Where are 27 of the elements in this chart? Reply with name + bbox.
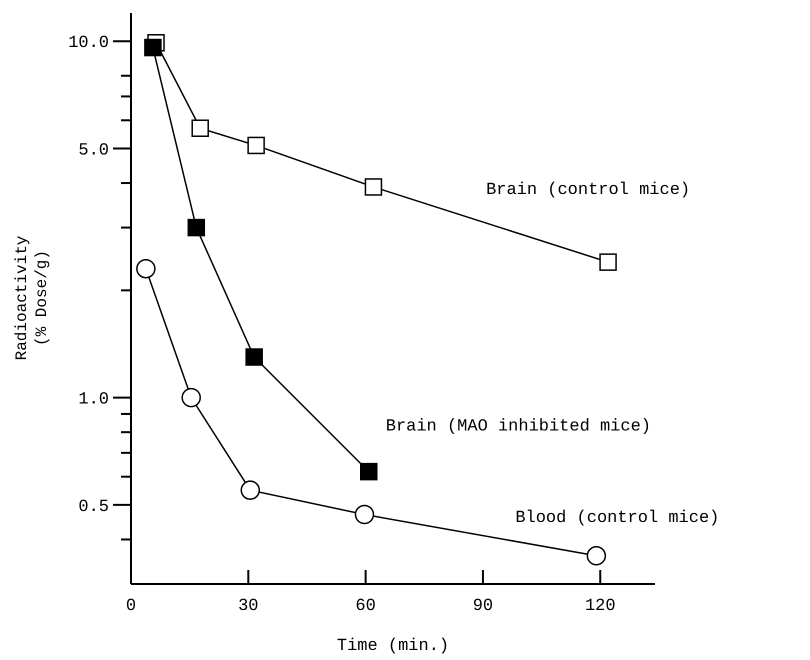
point: [245, 348, 263, 366]
point: [181, 388, 201, 408]
x-tick-label: 120: [584, 597, 616, 616]
x-tick-label: 0: [126, 597, 136, 616]
y-tick-label: 5.0: [78, 142, 109, 161]
point: [240, 480, 260, 500]
series-label: Brain (MAO inhibited mice): [386, 418, 652, 437]
point: [144, 38, 162, 56]
point: [586, 546, 606, 566]
x-axis-title: Time (min.): [336, 637, 450, 656]
point: [364, 178, 382, 196]
point: [188, 218, 206, 236]
point: [360, 462, 378, 480]
y-tick-label: 0.5: [78, 498, 109, 517]
y-tick-label: 10.0: [68, 34, 109, 54]
series-label: Blood (control mice): [515, 508, 720, 528]
y-axis-title: Radioactivity (% Dose/g): [13, 235, 51, 360]
point: [354, 504, 374, 524]
point: [599, 253, 617, 271]
point: [136, 258, 156, 278]
point: [247, 136, 265, 154]
series-label: Brain (control mice): [486, 181, 690, 200]
x-tick-label: 30: [238, 597, 259, 616]
point: [191, 119, 209, 137]
y-tick-label: 1.0: [78, 390, 109, 410]
x-tick-label: 60: [355, 597, 376, 616]
x-tick-label: 90: [472, 597, 494, 616]
